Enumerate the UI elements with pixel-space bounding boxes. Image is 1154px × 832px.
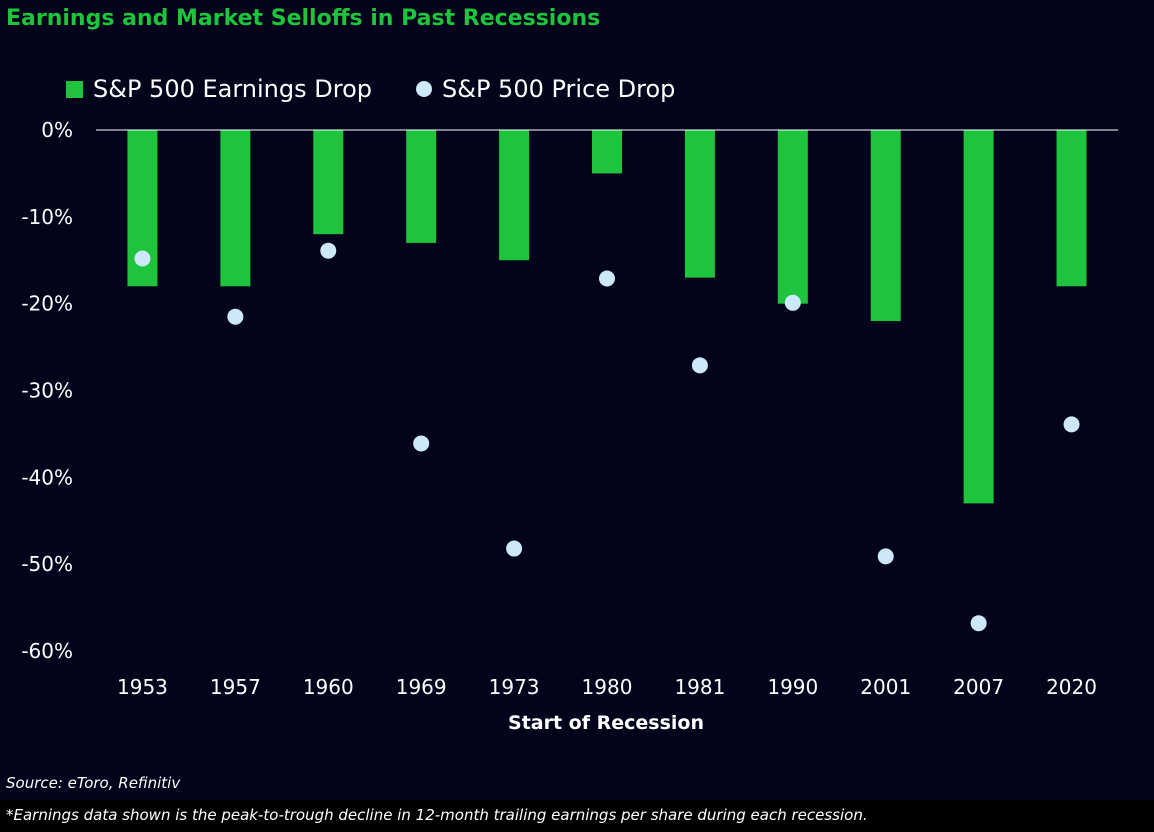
price-point bbox=[599, 270, 615, 287]
footnote: *Earnings data shown is the peak-to-trou… bbox=[6, 806, 868, 824]
legend-label-price: S&P 500 Price Drop bbox=[442, 75, 676, 103]
y-tick-label: -40% bbox=[21, 465, 73, 489]
price-point bbox=[691, 357, 708, 374]
x-tick-label: 1969 bbox=[396, 675, 447, 699]
chart-title: Earnings and Market Selloffs in Past Rec… bbox=[6, 6, 601, 31]
legend-item-earnings: S&P 500 Earnings Drop bbox=[66, 75, 372, 103]
earnings-bar bbox=[1056, 130, 1087, 287]
y-tick-label: -10% bbox=[21, 205, 73, 229]
x-tick-label: 1960 bbox=[303, 675, 354, 699]
earnings-bar bbox=[684, 130, 715, 278]
price-point bbox=[877, 548, 894, 565]
x-tick-label: 1973 bbox=[489, 675, 540, 699]
x-axis-title: Start of Recession bbox=[508, 712, 704, 734]
price-point bbox=[970, 615, 987, 632]
y-tick-label: -50% bbox=[21, 552, 73, 576]
price-point bbox=[1063, 416, 1080, 433]
x-tick-label: 1953 bbox=[117, 675, 168, 699]
y-axis: 0% -10% -20% -30% -40% -50% -60% bbox=[21, 118, 73, 663]
price-point bbox=[784, 294, 801, 311]
y-tick-label: -20% bbox=[21, 292, 73, 316]
earnings-bar bbox=[499, 130, 530, 261]
earnings-bar bbox=[870, 130, 901, 322]
price-point bbox=[506, 540, 523, 557]
x-tick-label: 1990 bbox=[767, 675, 818, 699]
y-tick-label: -30% bbox=[21, 379, 73, 403]
x-tick-label: 1981 bbox=[674, 675, 725, 699]
earnings-bar bbox=[963, 130, 994, 504]
x-tick-label: 2007 bbox=[953, 675, 1004, 699]
legend-swatch-price bbox=[416, 81, 432, 97]
legend-label-earnings: S&P 500 Earnings Drop bbox=[93, 75, 372, 103]
earnings-bars bbox=[127, 130, 1087, 504]
price-point bbox=[320, 242, 337, 259]
earnings-bar bbox=[592, 130, 622, 174]
earnings-bar bbox=[313, 130, 344, 235]
legend: S&P 500 Earnings Drop S&P 500 Price Drop bbox=[66, 72, 719, 106]
plot-area: 0%-10%-20%-30%-40%-50%-60% 1953 1957 1960 1… bbox=[21, 118, 1118, 734]
price-point bbox=[227, 308, 244, 325]
price-point bbox=[134, 250, 151, 267]
y-tick-label: 0% bbox=[41, 118, 73, 142]
x-tick-label: 2020 bbox=[1046, 675, 1097, 699]
earnings-bar bbox=[406, 130, 437, 243]
x-axis: 1953 1957 1960 1969 1973 1980 1981 1990 2001 2007… bbox=[117, 675, 1097, 699]
legend-swatch-earnings bbox=[66, 80, 83, 98]
source-note: Source: eToro, Refinitiv bbox=[6, 774, 181, 792]
x-tick-label: 1980 bbox=[582, 675, 633, 699]
earnings-bar bbox=[777, 130, 808, 304]
x-tick-label: 1957 bbox=[210, 675, 261, 699]
y-tick-label: -60% bbox=[21, 639, 73, 663]
earnings-bar bbox=[220, 130, 251, 287]
price-points bbox=[134, 242, 1080, 632]
x-tick-label: 2001 bbox=[860, 675, 911, 699]
legend-item-price: S&P 500 Price Drop bbox=[416, 75, 675, 103]
price-point bbox=[413, 435, 430, 452]
footnote-bar: *Earnings data shown is the peak-to-trou… bbox=[0, 800, 1154, 832]
